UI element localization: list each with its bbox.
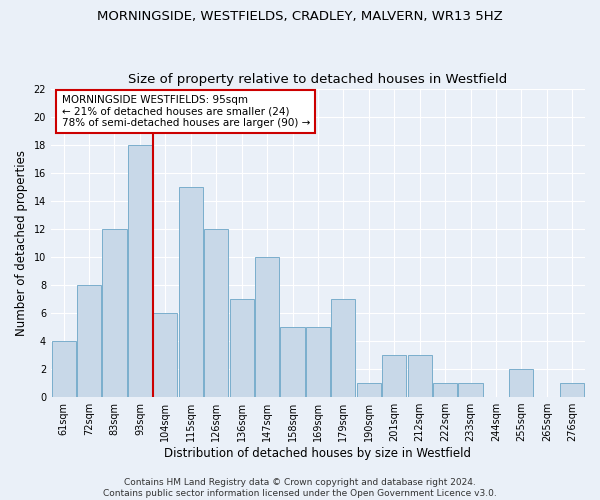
Bar bbox=[230, 299, 254, 397]
Bar bbox=[280, 327, 305, 397]
Title: Size of property relative to detached houses in Westfield: Size of property relative to detached ho… bbox=[128, 73, 508, 86]
Bar bbox=[560, 383, 584, 397]
Bar bbox=[128, 144, 152, 397]
Bar bbox=[331, 299, 355, 397]
Bar bbox=[77, 285, 101, 397]
Text: MORNINGSIDE WESTFIELDS: 95sqm
← 21% of detached houses are smaller (24)
78% of s: MORNINGSIDE WESTFIELDS: 95sqm ← 21% of d… bbox=[62, 94, 310, 128]
Bar bbox=[357, 383, 381, 397]
Y-axis label: Number of detached properties: Number of detached properties bbox=[15, 150, 28, 336]
X-axis label: Distribution of detached houses by size in Westfield: Distribution of detached houses by size … bbox=[164, 447, 472, 460]
Text: Contains HM Land Registry data © Crown copyright and database right 2024.
Contai: Contains HM Land Registry data © Crown c… bbox=[103, 478, 497, 498]
Bar bbox=[458, 383, 482, 397]
Bar bbox=[433, 383, 457, 397]
Bar bbox=[153, 313, 178, 397]
Bar bbox=[179, 186, 203, 397]
Bar bbox=[103, 229, 127, 397]
Text: MORNINGSIDE, WESTFIELDS, CRADLEY, MALVERN, WR13 5HZ: MORNINGSIDE, WESTFIELDS, CRADLEY, MALVER… bbox=[97, 10, 503, 23]
Bar bbox=[255, 257, 279, 397]
Bar bbox=[509, 369, 533, 397]
Bar bbox=[382, 355, 406, 397]
Bar bbox=[204, 229, 229, 397]
Bar bbox=[306, 327, 330, 397]
Bar bbox=[52, 341, 76, 397]
Bar bbox=[407, 355, 432, 397]
